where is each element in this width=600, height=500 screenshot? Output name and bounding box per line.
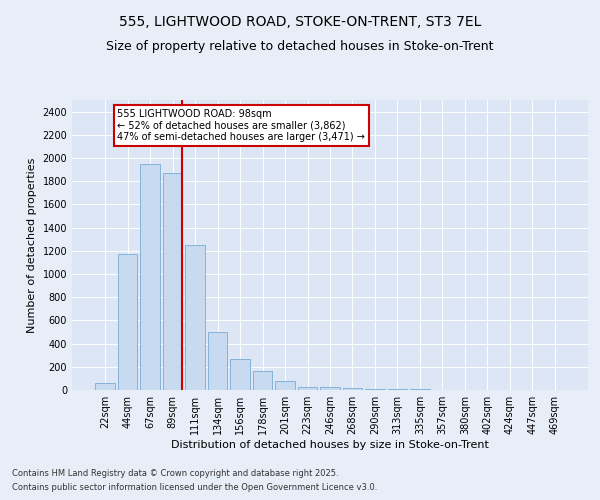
Text: 555, LIGHTWOOD ROAD, STOKE-ON-TRENT, ST3 7EL: 555, LIGHTWOOD ROAD, STOKE-ON-TRENT, ST3… xyxy=(119,15,481,29)
Bar xyxy=(275,380,295,390)
Bar xyxy=(140,164,160,390)
X-axis label: Distribution of detached houses by size in Stoke-on-Trent: Distribution of detached houses by size … xyxy=(171,440,489,450)
Bar xyxy=(163,172,182,390)
Bar xyxy=(320,387,340,390)
Bar xyxy=(253,371,272,390)
Bar xyxy=(208,332,227,390)
Bar xyxy=(95,383,115,390)
Bar xyxy=(298,386,317,390)
Text: Contains HM Land Registry data © Crown copyright and database right 2025.: Contains HM Land Registry data © Crown c… xyxy=(12,468,338,477)
Bar xyxy=(343,388,362,390)
Bar xyxy=(230,358,250,390)
Text: Size of property relative to detached houses in Stoke-on-Trent: Size of property relative to detached ho… xyxy=(106,40,494,53)
Bar xyxy=(185,245,205,390)
Bar xyxy=(118,254,137,390)
Text: 555 LIGHTWOOD ROAD: 98sqm
← 52% of detached houses are smaller (3,862)
47% of se: 555 LIGHTWOOD ROAD: 98sqm ← 52% of detac… xyxy=(118,110,365,142)
Y-axis label: Number of detached properties: Number of detached properties xyxy=(27,158,37,332)
Text: Contains public sector information licensed under the Open Government Licence v3: Contains public sector information licen… xyxy=(12,484,377,492)
Bar xyxy=(410,389,430,390)
